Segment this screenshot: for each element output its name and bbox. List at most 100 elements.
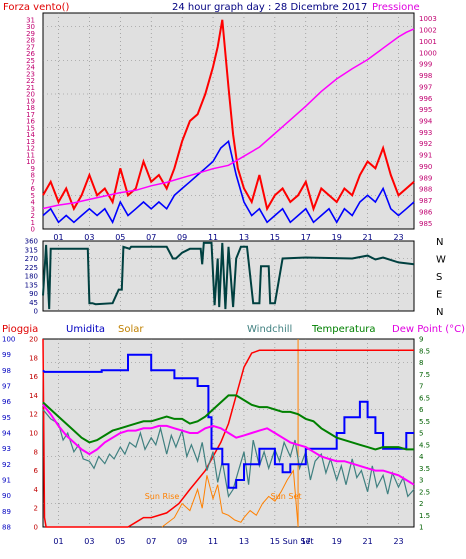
- humidity-tick-label: 88: [2, 524, 11, 532]
- wind-speed-tick-label: 31: [26, 16, 35, 24]
- rain-line: [42, 338, 414, 528]
- wind-speed-tick-label: 28: [26, 37, 35, 45]
- gust-line: [42, 19, 415, 212]
- temperature-tick-label: 8.5: [419, 347, 430, 355]
- rain-tick-label: 16: [29, 373, 38, 381]
- pressure-tick-label: 985: [419, 220, 432, 228]
- wind-pressure-chart: 01 03 05 07 09 11 13 15 17 19 21 230123456789101112…: [3, 2, 437, 242]
- temperature-tick-label: 6: [419, 406, 424, 414]
- humidity-tick-label: 93: [2, 445, 11, 453]
- wind-speed-tick-label: 16: [26, 118, 35, 126]
- wind-speed-tick-label: 18: [26, 104, 35, 112]
- wind-speed-tick-label: 23: [26, 70, 35, 78]
- panel3-x-tick-label: 03: [84, 537, 94, 546]
- panel1-x-tick-label: 21: [363, 233, 373, 242]
- wind-speed-tick-label: 11: [26, 151, 35, 159]
- windchill-label: Windchill: [247, 324, 292, 335]
- pressure-tick-label: 998: [419, 72, 432, 80]
- panel3-x-tick-label: 23: [393, 537, 403, 546]
- wind-speed-tick-label: 7: [31, 178, 35, 186]
- rain-label: Pioggia: [2, 324, 38, 335]
- direction-tick-label: 360: [25, 238, 38, 246]
- panel2-series: [42, 241, 415, 310]
- pressure-tick-label: 990: [419, 163, 432, 171]
- pressure-tick-label: 993: [419, 129, 432, 137]
- temperature-tick-label: 7: [419, 383, 423, 391]
- wind-speed-tick-label: 9: [31, 165, 35, 173]
- humidity-line: [42, 353, 414, 489]
- temperature-tick-label: 2: [419, 500, 423, 508]
- rain-tick-label: 2: [34, 505, 38, 513]
- pressure-tick-label: 1001: [419, 38, 437, 46]
- panel1-grid: [43, 13, 414, 229]
- panel3-x-tick-label: 17: [301, 537, 311, 546]
- wind-speed-tick-label: 4: [31, 199, 36, 207]
- panel3-x-tick-label: 21: [363, 537, 373, 546]
- pressure-tick-label: 1002: [419, 27, 437, 35]
- wind-speed-tick-label: 17: [26, 111, 35, 119]
- sunset-annotation: Sun Set: [271, 492, 302, 501]
- pressure-tick-label: 996: [419, 95, 433, 103]
- pressure-tick-label: 1000: [419, 49, 437, 57]
- rain-tick-label: 18: [29, 354, 38, 362]
- temperature-tick-label: 7.5: [419, 371, 430, 379]
- humidity-tick-label: 97: [2, 383, 11, 391]
- rain-tick-label: 10: [29, 430, 38, 438]
- humidity-tick-label: 96: [2, 398, 11, 406]
- humidity-tick-label: 99: [2, 351, 11, 359]
- direction-tick-label: 0: [34, 308, 38, 316]
- direction-tick-label: 270: [25, 255, 38, 263]
- temperature-tick-label: 9: [419, 336, 423, 344]
- direction-tick-label: 315: [25, 246, 38, 254]
- panel3-x-tick-label: 07: [146, 537, 156, 546]
- humidity-tick-label: 89: [2, 508, 11, 516]
- wind-speed-tick-label: 6: [31, 185, 36, 193]
- temperature-tick-label: 3.5: [419, 465, 430, 473]
- humidity-tick-label: 98: [2, 367, 11, 375]
- panel3-x-tick-label: 19: [332, 537, 342, 546]
- panel1-x-tick-label: 17: [301, 233, 311, 242]
- temperature-tick-label: 5: [419, 430, 423, 438]
- pressure-tick-label: 988: [419, 186, 432, 194]
- temperature-tick-label: 8: [419, 359, 423, 367]
- humidity-tick-label: 90: [2, 492, 11, 500]
- temperature-tick-label: 3: [419, 477, 423, 485]
- pressure-tick-label: 997: [419, 83, 432, 91]
- panel3-x-tick-label: 15: [270, 537, 280, 546]
- pressure-tick-label: 992: [419, 140, 432, 148]
- windchill-line: [42, 409, 415, 498]
- pressure-label: Pressione: [372, 2, 420, 13]
- wind-speed-tick-label: 19: [26, 97, 35, 105]
- direction-tick-label: 135: [25, 281, 38, 289]
- wind-speed-tick-label: 12: [26, 145, 35, 153]
- dewpoint-line: [42, 404, 415, 486]
- compass-tick-label: N: [436, 237, 443, 248]
- dewpoint-label: Dew Point (°C): [392, 324, 465, 335]
- temperature-tick-label: 4: [419, 453, 424, 461]
- gust-average-line: [42, 139, 415, 225]
- panel1-x-tick-label: 09: [177, 233, 187, 242]
- wind-speed-tick-label: 5: [31, 192, 35, 200]
- panel3-x-tick-label: 09: [177, 537, 187, 546]
- compass-tick-label: W: [436, 255, 446, 266]
- rain-tick-label: 6: [34, 467, 39, 475]
- compass-tick-label: N: [436, 307, 443, 318]
- wind-speed-tick-label: 10: [26, 158, 35, 166]
- panel1-x-tick-label: 13: [239, 233, 249, 242]
- humidity-tick-label: 95: [2, 414, 11, 422]
- humidity-tick-label: 92: [2, 461, 11, 469]
- wind-speed-tick-label: 14: [26, 131, 35, 139]
- compass-tick-label: S: [436, 272, 442, 283]
- humidity-tick-label: 91: [2, 477, 11, 485]
- rain-tick-label: 20: [29, 336, 38, 344]
- rain-tick-label: 14: [29, 392, 38, 400]
- panel3-x-tick-label: 01: [53, 537, 63, 546]
- pressure-tick-label: 999: [419, 61, 432, 69]
- temperature-tick-label: 1.5: [419, 512, 430, 520]
- rain-tick-label: 4: [34, 486, 39, 494]
- solar-line: [161, 469, 299, 528]
- wind-speed-tick-label: 0: [31, 226, 35, 234]
- rain-tick-label: 0: [34, 524, 38, 532]
